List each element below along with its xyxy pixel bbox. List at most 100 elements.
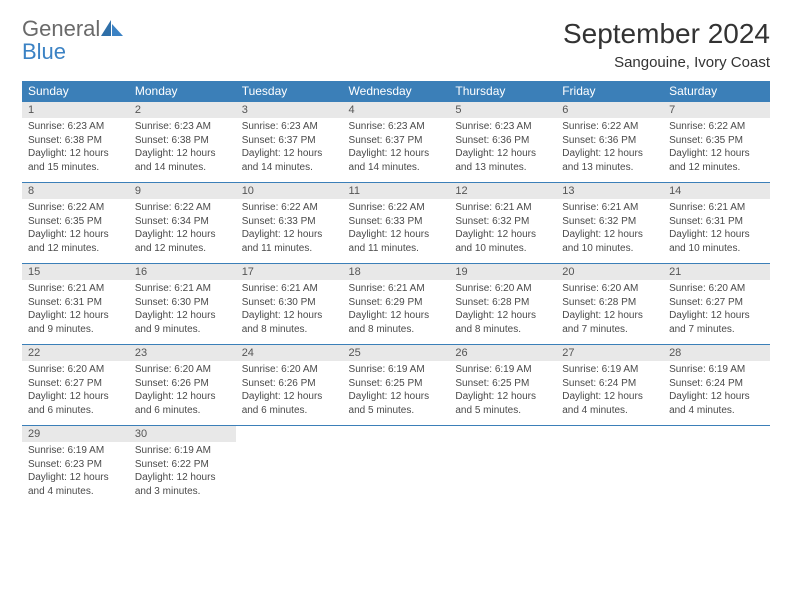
day-cell: Sunrise: 6:22 AMSunset: 6:33 PMDaylight:… [236,199,343,264]
day-number: 19 [449,264,556,281]
day-sunrise: Sunrise: 6:23 AM [455,120,550,134]
calendar-body: 1234567Sunrise: 6:23 AMSunset: 6:38 PMDa… [22,101,770,506]
day-sunrise: Sunrise: 6:21 AM [349,282,444,296]
day-day2: and 8 minutes. [242,323,337,337]
day-header: Monday [129,81,236,101]
day-number: 21 [663,264,770,281]
day-day2: and 14 minutes. [349,161,444,175]
day-sunrise: Sunrise: 6:19 AM [349,363,444,377]
day-sunrise: Sunrise: 6:19 AM [562,363,657,377]
detail-row: Sunrise: 6:21 AMSunset: 6:31 PMDaylight:… [22,280,770,345]
day-day2: and 6 minutes. [242,404,337,418]
day-cell: Sunrise: 6:22 AMSunset: 6:34 PMDaylight:… [129,199,236,264]
day-cell [343,442,450,506]
day-cell [449,442,556,506]
day-cell: Sunrise: 6:19 AMSunset: 6:24 PMDaylight:… [556,361,663,426]
logo-text-blue: Blue [22,39,66,64]
day-day1: Daylight: 12 hours [349,309,444,323]
day-sunset: Sunset: 6:28 PM [562,296,657,310]
day-number: 23 [129,345,236,362]
day-day1: Daylight: 12 hours [242,147,337,161]
day-day2: and 4 minutes. [562,404,657,418]
day-cell: Sunrise: 6:21 AMSunset: 6:30 PMDaylight:… [129,280,236,345]
day-cell: Sunrise: 6:22 AMSunset: 6:33 PMDaylight:… [343,199,450,264]
day-number: 16 [129,264,236,281]
day-cell: Sunrise: 6:20 AMSunset: 6:26 PMDaylight:… [236,361,343,426]
day-number [343,426,450,443]
month-title: September 2024 [563,18,770,50]
day-cell: Sunrise: 6:19 AMSunset: 6:25 PMDaylight:… [343,361,450,426]
day-sunset: Sunset: 6:33 PM [349,215,444,229]
day-day1: Daylight: 12 hours [455,390,550,404]
day-day2: and 8 minutes. [349,323,444,337]
day-cell: Sunrise: 6:23 AMSunset: 6:38 PMDaylight:… [22,118,129,183]
day-day2: and 8 minutes. [455,323,550,337]
day-day1: Daylight: 12 hours [135,390,230,404]
day-number: 26 [449,345,556,362]
day-header: Tuesday [236,81,343,101]
day-number: 9 [129,183,236,200]
day-day2: and 9 minutes. [28,323,123,337]
day-day2: and 14 minutes. [242,161,337,175]
day-cell: Sunrise: 6:22 AMSunset: 6:35 PMDaylight:… [663,118,770,183]
day-day1: Daylight: 12 hours [669,228,764,242]
day-sunset: Sunset: 6:30 PM [242,296,337,310]
day-number [556,426,663,443]
day-number: 22 [22,345,129,362]
day-sunrise: Sunrise: 6:21 AM [562,201,657,215]
day-day1: Daylight: 12 hours [349,390,444,404]
day-number: 11 [343,183,450,200]
day-day1: Daylight: 12 hours [242,390,337,404]
day-number: 24 [236,345,343,362]
day-number: 30 [129,426,236,443]
day-cell: Sunrise: 6:20 AMSunset: 6:26 PMDaylight:… [129,361,236,426]
logo: General Blue [22,18,123,64]
daynum-row: 22232425262728 [22,345,770,362]
location: Sangouine, Ivory Coast [563,54,770,71]
logo-sail-icon [101,20,123,36]
day-cell: Sunrise: 6:20 AMSunset: 6:28 PMDaylight:… [556,280,663,345]
day-sunset: Sunset: 6:32 PM [562,215,657,229]
day-day1: Daylight: 12 hours [562,228,657,242]
day-sunrise: Sunrise: 6:19 AM [455,363,550,377]
day-sunset: Sunset: 6:32 PM [455,215,550,229]
day-number: 28 [663,345,770,362]
day-sunset: Sunset: 6:36 PM [562,134,657,148]
day-sunset: Sunset: 6:28 PM [455,296,550,310]
day-cell: Sunrise: 6:21 AMSunset: 6:31 PMDaylight:… [663,199,770,264]
day-sunrise: Sunrise: 6:20 AM [28,363,123,377]
day-sunset: Sunset: 6:27 PM [28,377,123,391]
day-day1: Daylight: 12 hours [242,309,337,323]
day-sunrise: Sunrise: 6:20 AM [135,363,230,377]
day-sunrise: Sunrise: 6:22 AM [28,201,123,215]
day-cell: Sunrise: 6:20 AMSunset: 6:27 PMDaylight:… [22,361,129,426]
day-number: 12 [449,183,556,200]
day-sunset: Sunset: 6:33 PM [242,215,337,229]
day-sunrise: Sunrise: 6:23 AM [28,120,123,134]
day-day1: Daylight: 12 hours [28,309,123,323]
day-sunrise: Sunrise: 6:21 AM [135,282,230,296]
day-cell: Sunrise: 6:22 AMSunset: 6:36 PMDaylight:… [556,118,663,183]
day-day1: Daylight: 12 hours [28,228,123,242]
day-sunrise: Sunrise: 6:22 AM [135,201,230,215]
day-number [663,426,770,443]
day-sunrise: Sunrise: 6:23 AM [349,120,444,134]
day-day2: and 5 minutes. [455,404,550,418]
day-sunrise: Sunrise: 6:22 AM [242,201,337,215]
day-header: Thursday [449,81,556,101]
day-sunset: Sunset: 6:38 PM [28,134,123,148]
day-day1: Daylight: 12 hours [455,309,550,323]
day-sunset: Sunset: 6:35 PM [28,215,123,229]
day-number: 17 [236,264,343,281]
daynum-row: 1234567 [22,102,770,119]
detail-row: Sunrise: 6:22 AMSunset: 6:35 PMDaylight:… [22,199,770,264]
day-sunset: Sunset: 6:38 PM [135,134,230,148]
day-day2: and 9 minutes. [135,323,230,337]
day-day2: and 11 minutes. [242,242,337,256]
day-day2: and 10 minutes. [455,242,550,256]
day-sunset: Sunset: 6:31 PM [669,215,764,229]
day-number: 25 [343,345,450,362]
day-day2: and 12 minutes. [669,161,764,175]
day-number [236,426,343,443]
day-cell: Sunrise: 6:21 AMSunset: 6:32 PMDaylight:… [449,199,556,264]
